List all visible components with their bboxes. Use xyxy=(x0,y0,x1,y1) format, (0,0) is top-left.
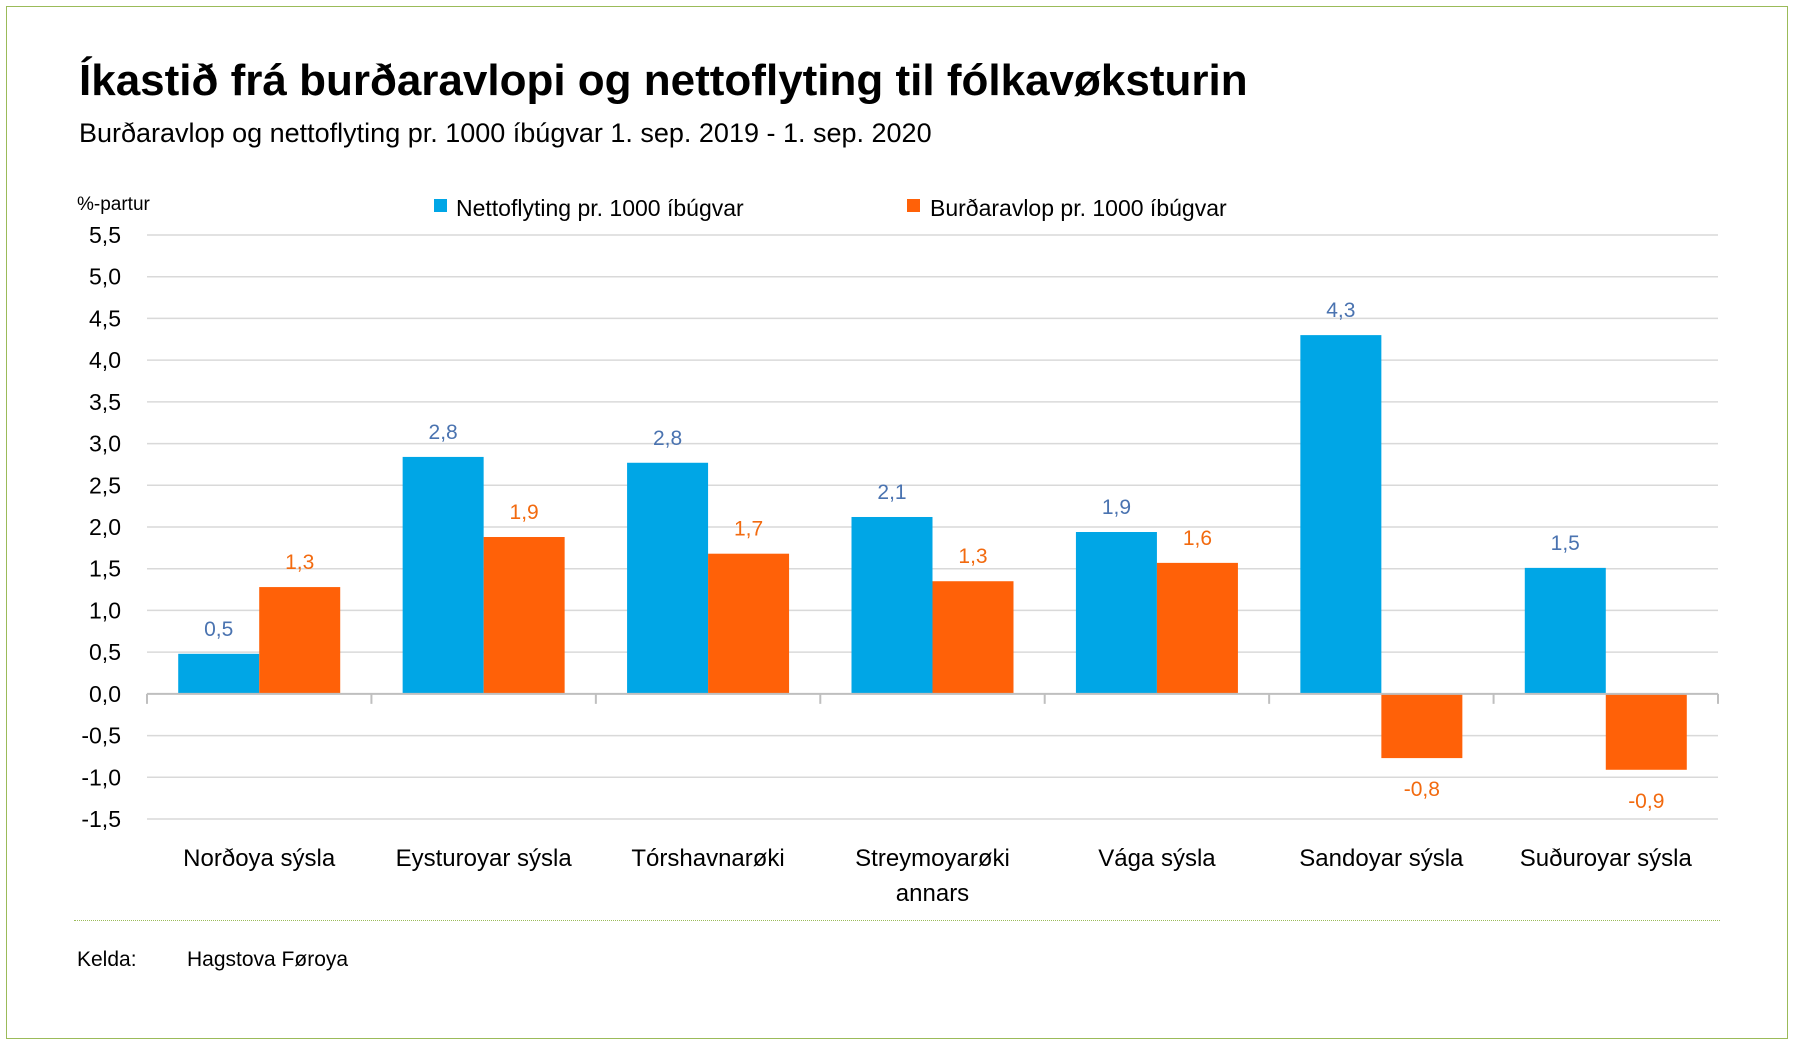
data-label: 2,8 xyxy=(653,427,682,450)
legend-label-burdaravlop: Burðaravlop pr. 1000 íbúgvar xyxy=(930,195,1227,221)
data-label: 2,8 xyxy=(429,421,458,444)
data-label: 1,6 xyxy=(1183,527,1212,550)
data-label: 1,9 xyxy=(1102,496,1131,519)
bar-series-0 xyxy=(627,462,709,694)
x-category-label: Suðuroyar sýsla xyxy=(1520,845,1693,872)
bar-series-0 xyxy=(178,653,260,694)
footer-divider xyxy=(74,920,1720,921)
bar-series-0 xyxy=(1075,532,1157,694)
data-label: -0,8 xyxy=(1404,778,1440,801)
data-label: 1,9 xyxy=(510,501,539,524)
y-tick-label: 5,0 xyxy=(89,264,121,290)
data-label: 1,7 xyxy=(734,518,763,541)
legend-label-nettoflyting: Nettoflyting pr. 1000 íbúgvar xyxy=(456,195,744,221)
x-category-label: Norðoya sýsla xyxy=(183,845,336,872)
data-label: 1,3 xyxy=(958,545,987,568)
x-category-label: annars xyxy=(896,880,969,907)
x-category-label: Vága sýsla xyxy=(1098,845,1216,872)
bar-series-0 xyxy=(1524,567,1606,694)
y-tick-label: 3,0 xyxy=(89,431,121,457)
y-tick-label: 0,5 xyxy=(89,639,121,665)
y-tick-label: -1,0 xyxy=(81,764,121,790)
y-tick-label: 2,0 xyxy=(89,514,121,540)
y-tick-label: 4,5 xyxy=(89,305,121,331)
bar-series-0 xyxy=(851,516,933,694)
x-category-label: Streymoyarøki xyxy=(855,845,1010,872)
y-tick-label: 0,0 xyxy=(89,681,121,707)
y-tick-label: 1,5 xyxy=(89,556,121,582)
legend-swatch-nettoflyting xyxy=(434,199,447,212)
bar-series-1 xyxy=(708,553,790,694)
data-labels: 0,5 2,8 2,8 2,1 1,9 4,3 1,5 1,3 1,9 1,7 1,3 1,6 -0,8… xyxy=(204,299,1664,813)
x-axis: Norðoya sýsla Eysturoyar sýsla Tórshavnarø… xyxy=(146,692,1719,907)
y-tick-label: -1,5 xyxy=(81,806,121,832)
chart-subtitle: Burðaravlop og nettoflyting pr. 1000 íbú… xyxy=(79,118,932,148)
y-tick-label: 3,5 xyxy=(89,389,121,415)
chart-title: Íkastið frá burðaravlopi og nettoflyting… xyxy=(79,56,1248,105)
x-category-label: Eysturoyar sýsla xyxy=(396,845,573,872)
data-label: 0,5 xyxy=(204,618,233,641)
source-label: Kelda: xyxy=(77,948,137,971)
source-value: Hagstova Føroya xyxy=(187,948,349,971)
y-tick-label: 1,0 xyxy=(89,597,121,623)
bar-series-1 xyxy=(483,537,565,694)
data-label: -0,9 xyxy=(1628,790,1664,813)
x-category-label: Sandoyar sýsla xyxy=(1299,845,1464,872)
bar-series-1 xyxy=(1156,562,1238,694)
legend-swatch-burdaravlop xyxy=(907,199,920,212)
data-label: 1,3 xyxy=(285,551,314,574)
y-tick-label: -0,5 xyxy=(81,723,121,749)
data-label: 4,3 xyxy=(1326,299,1355,322)
bars xyxy=(178,335,1687,770)
data-label: 2,1 xyxy=(877,481,906,504)
y-axis-title: %-partur xyxy=(77,194,151,215)
y-tick-label: 2,5 xyxy=(89,472,121,498)
bar-series-1 xyxy=(932,581,1014,694)
data-label: 1,5 xyxy=(1551,532,1580,555)
bar-series-0 xyxy=(1300,335,1382,694)
bar-series-0 xyxy=(402,456,484,694)
y-tick-label: 4,0 xyxy=(89,347,121,373)
bar-series-1 xyxy=(1381,693,1463,759)
x-category-label: Tórshavnarøki xyxy=(631,845,784,872)
legend: Nettoflyting pr. 1000 íbúgvar Burðaravlo… xyxy=(434,195,1227,221)
y-axis-ticks: -1,5 -1,0 -0,5 0,0 0,5 1,0 1,5 2,0 2,5 3,0 3,5 4,0 4… xyxy=(81,222,121,832)
bar-series-1 xyxy=(259,587,341,694)
bar-series-1 xyxy=(1605,693,1687,770)
y-tick-label: 5,5 xyxy=(89,222,121,248)
